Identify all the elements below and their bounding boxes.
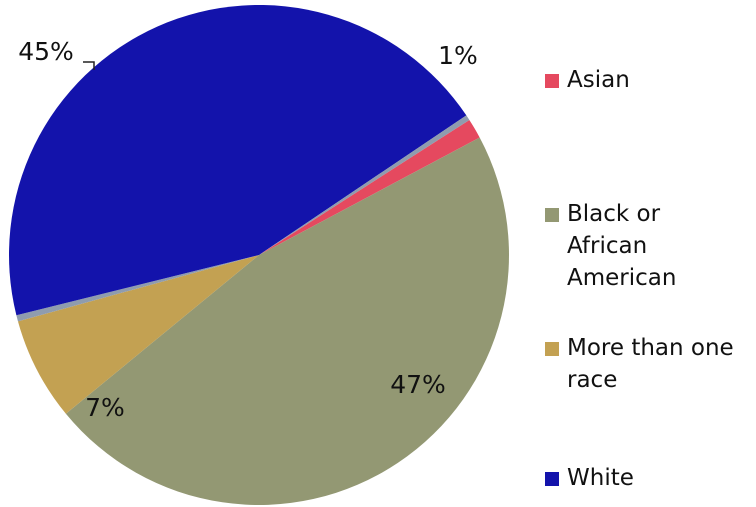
legend-swatch-black [545, 208, 559, 222]
pie-slice-black-or-african-american-1 [65, 137, 510, 506]
legend-label-white: White [567, 465, 634, 491]
pie-slice-other-3 [16, 255, 260, 322]
pie-slice-white-4 [8, 4, 467, 316]
data-label-asian: 1% [438, 41, 478, 70]
legend-swatch-multi [545, 342, 559, 356]
data-label-more-than-one-race: 7% [85, 393, 125, 422]
label-leader-line [83, 61, 95, 70]
legend-label-multi: More than one race [567, 335, 734, 393]
data-label-black-or-african-american: 47% [390, 370, 446, 399]
legend-swatch-white [545, 472, 559, 486]
pie-slice-more-than-one-race-2 [17, 255, 259, 414]
legend-label-black: Black or African American [567, 201, 677, 291]
legend-swatch-asian [545, 74, 559, 88]
pie-slice-other-5 [259, 115, 470, 256]
legend-label-asian: Asian [567, 67, 630, 93]
data-label-white: 45% [18, 37, 74, 66]
pie-slice-asian-0 [259, 119, 480, 256]
